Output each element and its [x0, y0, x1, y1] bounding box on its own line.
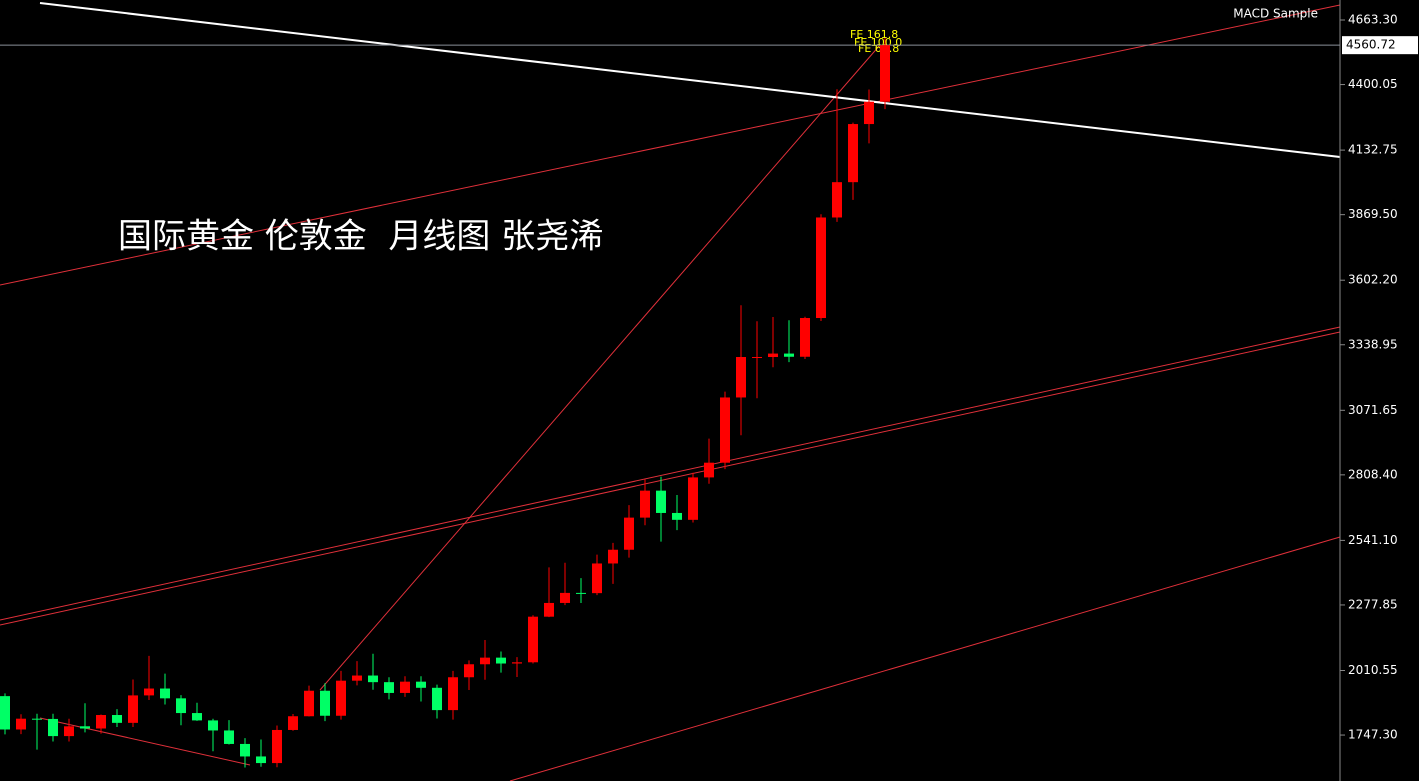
candle-body	[784, 353, 794, 357]
candle-body	[304, 690, 314, 717]
candle-body	[48, 718, 58, 737]
y-tick-label: 4400.05	[1348, 77, 1398, 91]
y-tick-label: 2808.40	[1348, 467, 1398, 481]
candle-body	[416, 681, 426, 688]
candle-body	[624, 517, 634, 550]
candle-body	[880, 45, 890, 102]
candle-body	[384, 682, 394, 693]
y-tick-label: 3338.95	[1348, 337, 1398, 351]
candle-body	[400, 681, 410, 693]
candle-body	[176, 698, 186, 714]
candle-body	[800, 318, 810, 357]
candle-body	[576, 592, 586, 594]
candle-body	[688, 477, 698, 520]
y-tick-label: 1747.30	[1348, 728, 1398, 742]
candle-body	[752, 357, 762, 359]
candle-body	[720, 397, 730, 463]
candle-body	[672, 512, 682, 520]
candle-body	[288, 716, 298, 730]
candle-body	[608, 549, 618, 564]
fib-label: FE 61.8	[858, 42, 899, 55]
y-tick-label: 2277.85	[1348, 597, 1398, 611]
fib-label: FE 100.0	[854, 36, 902, 49]
candle-body	[112, 715, 122, 723]
candle-body	[480, 657, 490, 665]
candle-body	[16, 718, 26, 730]
candle-body	[208, 720, 218, 731]
candle-body	[320, 690, 330, 716]
candle-body	[96, 715, 106, 729]
candle-body	[128, 695, 138, 723]
y-tick-label: 3869.50	[1348, 207, 1398, 221]
candle-body	[192, 713, 202, 721]
candle-body	[160, 688, 170, 699]
candle-body	[448, 677, 458, 711]
candle-body	[336, 680, 346, 716]
last-price-box	[1342, 36, 1418, 55]
candle-body	[768, 353, 778, 358]
candle-body	[640, 490, 650, 518]
candle-body	[512, 662, 522, 664]
candle-body	[272, 729, 282, 764]
y-tick-label: 3602.20	[1348, 273, 1398, 287]
y-tick-label: 2541.10	[1348, 533, 1398, 547]
candle-body	[32, 718, 42, 720]
candle-body	[0, 696, 10, 730]
chart-title: 国际黄金 伦敦金 月线图 张尧浠	[118, 217, 603, 257]
candle-body	[368, 675, 378, 683]
indicator-label: MACD Sample	[1233, 7, 1318, 21]
y-tick-label: 3071.65	[1348, 403, 1398, 417]
trendlines	[0, 2, 1341, 781]
candle-body	[592, 563, 602, 594]
candle-body	[144, 688, 154, 696]
last-price-label: 4560.72	[1346, 38, 1396, 52]
candle-body	[816, 217, 826, 319]
candle-body	[64, 726, 74, 737]
candle-body	[240, 743, 250, 757]
candle-body	[224, 730, 234, 744]
candle-body	[848, 124, 858, 183]
candle-body	[464, 664, 474, 678]
candle-body	[496, 657, 506, 664]
candle-body	[528, 616, 538, 663]
candle-body	[560, 592, 570, 603]
candle-body	[256, 756, 266, 764]
candle-body	[704, 462, 714, 478]
y-tick-label: 4132.75	[1348, 143, 1398, 157]
candle-body	[736, 357, 746, 398]
y-tick-label: 2010.55	[1348, 663, 1398, 677]
fib-label: FE 161.8	[850, 28, 898, 41]
candle-body	[656, 490, 666, 513]
candle-body	[544, 602, 554, 617]
candle-body	[832, 182, 842, 218]
candle-body	[432, 687, 442, 711]
candle-body	[80, 726, 90, 729]
candle-body	[864, 101, 874, 125]
candle-body	[352, 675, 362, 681]
y-tick-label: 4663.30	[1348, 13, 1398, 27]
